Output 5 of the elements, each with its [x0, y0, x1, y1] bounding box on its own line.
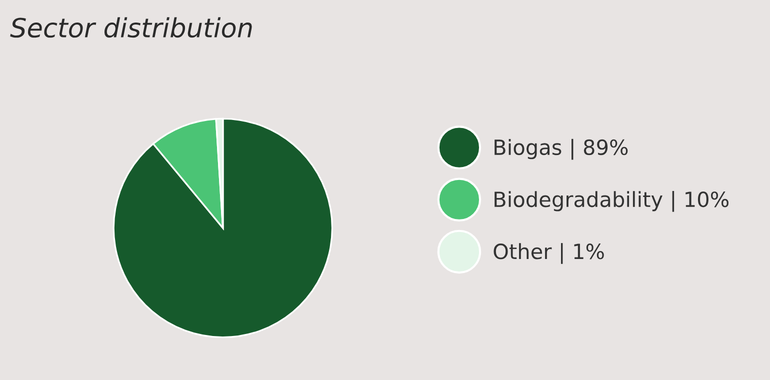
pie-slice	[112, 118, 334, 338]
legend-label: Other | 1%	[494, 243, 604, 264]
legend-label: Biodegradability | 10%	[494, 190, 728, 212]
chart-title: Sector distribution	[10, 17, 252, 38]
legend-label: Biogas | 89%	[494, 138, 628, 160]
